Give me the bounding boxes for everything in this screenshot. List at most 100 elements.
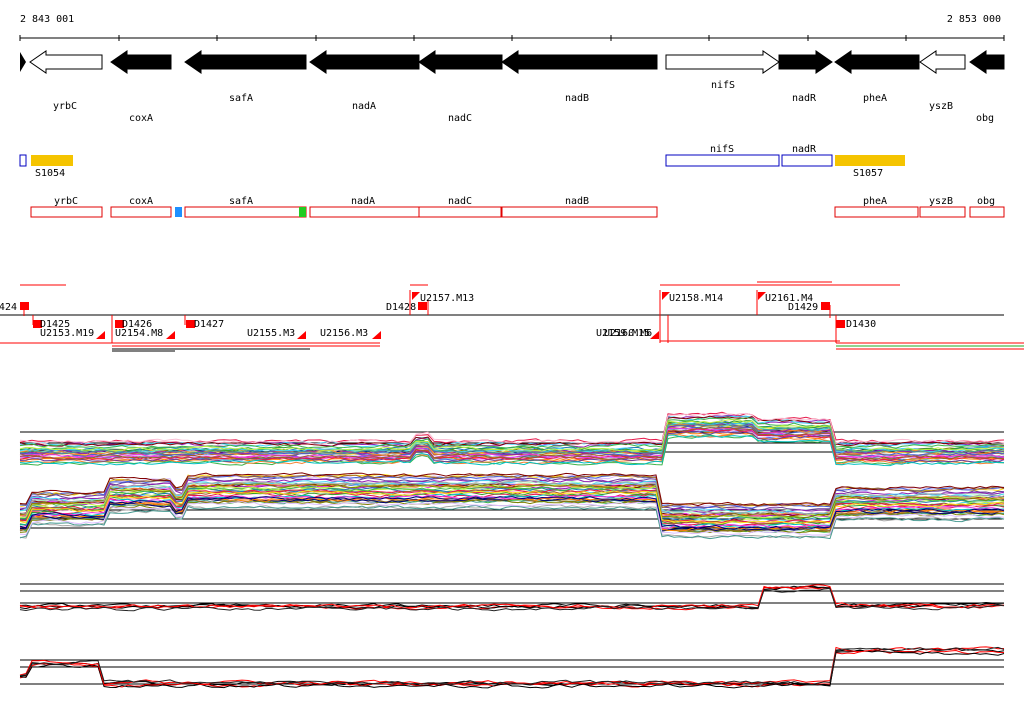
feature-flag-1[interactable]: [166, 331, 175, 339]
regulatory-track: S1054 nifS nadR S1057: [19, 144, 905, 179]
gene-arrow-nifS[interactable]: [665, 50, 780, 74]
gene-label-coxA: coxA: [129, 113, 153, 124]
regulatory-box-S1057[interactable]: [835, 155, 905, 166]
feature-box-2[interactable]: [115, 320, 124, 328]
panel2-series: [19, 472, 1005, 540]
feature-flag-4[interactable]: [650, 331, 659, 339]
regulatory-label-S1054: S1054: [35, 168, 65, 179]
feature-box-6[interactable]: [836, 320, 845, 328]
red-box-label-coxA: coxA: [129, 196, 153, 207]
red-box-obg[interactable]: [969, 206, 1005, 218]
panel2-lines-series-37: [19, 480, 1005, 515]
panel1-lines-series-31: [19, 419, 1005, 452]
feature-label-D1426: D1426: [122, 319, 152, 330]
operon-box-nadR[interactable]: [781, 154, 833, 167]
feature-flag-0[interactable]: [96, 331, 105, 339]
gene-label-nadA: nadA: [352, 101, 376, 112]
gene-label-obg: obg: [976, 113, 994, 124]
feature-box-5[interactable]: [821, 302, 830, 310]
panel2-lines-series-39: [19, 501, 1005, 536]
feature-label-D1425: D1425: [40, 319, 70, 330]
feature-label-U2161.M4: U2161.M4: [765, 293, 813, 304]
red-box-nadC[interactable]: [418, 206, 502, 218]
panel4-lines-series-4: [19, 646, 1005, 686]
feature-label-U2153.M19: U2153.M19: [40, 328, 94, 339]
red-box-yszB[interactable]: [919, 206, 966, 218]
marker-green[interactable]: [299, 207, 306, 217]
feature-label-U2159.M15: U2159.M15: [596, 328, 650, 339]
panel3-lines-series-1: [19, 586, 1005, 611]
red-box-label-safA: safA: [229, 196, 253, 207]
feature-box-1[interactable]: [33, 320, 42, 328]
regulatory-box-S1054[interactable]: [31, 155, 73, 166]
red-box-nadA[interactable]: [309, 206, 420, 218]
panel1-lines-series-29: [19, 421, 1005, 454]
red-box-safA[interactable]: [184, 206, 307, 218]
feature-label-D1424: D1424: [0, 302, 17, 313]
ruler-ticks: [19, 35, 1005, 41]
red-box-label-nadB: nadB: [565, 196, 589, 207]
panel3-lines-series-4: [19, 587, 1005, 612]
panel2-lines-series-11: [19, 498, 1005, 534]
red-box-pheA[interactable]: [834, 206, 919, 218]
red-box-label-nadA: nadA: [351, 196, 375, 207]
panel1-lines-series-32: [19, 423, 1005, 455]
operon-box-nifS[interactable]: [665, 154, 780, 167]
gene-arrow-obg[interactable]: [969, 50, 1005, 74]
gene-arrow-yszB[interactable]: [919, 50, 966, 74]
gene-label-nadC: nadC: [448, 113, 472, 124]
panel2-lines-series-38: [19, 490, 1005, 524]
gene-arrow-nadR[interactable]: [778, 50, 833, 74]
feature-label-D1430: D1430: [846, 319, 876, 330]
panel3-series: [19, 584, 1005, 612]
gene-track: [20, 50, 1005, 74]
gene-arrow-nadB[interactable]: [501, 50, 658, 74]
panel2-lines-series-36: [19, 496, 1005, 530]
feature-label-U2158.M14: U2158.M14: [669, 293, 723, 304]
panel1-lines-series-23: [19, 434, 1005, 467]
gene-arrow-pheA[interactable]: [834, 50, 920, 74]
small-blue-box[interactable]: [19, 154, 27, 167]
gene-label-pheA: pheA: [863, 93, 887, 104]
feature-flag-2[interactable]: [297, 331, 306, 339]
panel3-lines-series-3: [19, 584, 1005, 610]
operon-label-nadR: nadR: [792, 144, 817, 155]
red-box-coxA[interactable]: [110, 206, 172, 218]
gene-arrow-nadC[interactable]: [418, 50, 503, 74]
gene-arrow-coxA[interactable]: [110, 50, 172, 74]
red-box-yrbC[interactable]: [30, 206, 103, 218]
gene-label-yrbC: yrbC: [53, 101, 77, 112]
gene-arrow-partial-left[interactable]: [20, 52, 26, 72]
red-box-track: yrbC coxA safA nadA nadC nadB pheA yszB …: [30, 196, 1005, 218]
feature-label-D1429: D1429: [788, 302, 818, 313]
panel1-lines-series-25: [19, 417, 1005, 450]
expression-panel-1: [19, 411, 1005, 467]
panel1-series: [19, 411, 1005, 467]
red-box-nadB[interactable]: [501, 206, 658, 218]
panel2-lines-series-15: [19, 474, 1005, 509]
panel2-lines-series-28: [19, 478, 1005, 513]
feature-track: D1424 D1425 U2153.M19 D1426 U2154.M8 D14…: [0, 281, 1024, 352]
feature-label-U2157.M13: U2157.M13: [420, 293, 474, 304]
ruler-end-label: 2 853 000: [947, 14, 1001, 25]
marker-blue[interactable]: [175, 207, 182, 217]
red-box-label-yrbC: yrbC: [54, 196, 78, 207]
feature-flag-5[interactable]: [412, 292, 420, 300]
panel1-lines-series-33: [19, 426, 1004, 460]
panel4-lines-series-3: [19, 646, 1005, 686]
gene-arrow-nadA[interactable]: [309, 50, 420, 74]
feature-box-4[interactable]: [418, 302, 427, 310]
feature-label-D1428: D1428: [386, 302, 416, 313]
gene-arrow-yrbC[interactable]: [29, 50, 103, 74]
feature-flag-3[interactable]: [372, 331, 381, 339]
red-box-label-pheA: pheA: [863, 196, 887, 207]
expression-panel-3: [19, 583, 1005, 612]
expression-panel-2: [19, 472, 1005, 540]
feature-flag-7[interactable]: [758, 292, 766, 300]
feature-box-3[interactable]: [186, 320, 195, 328]
gene-label-nadB: nadB: [565, 93, 589, 104]
panel1-lines-series-16: [19, 412, 1005, 445]
feature-flag-6[interactable]: [662, 292, 670, 300]
gene-arrow-safA[interactable]: [184, 50, 307, 74]
